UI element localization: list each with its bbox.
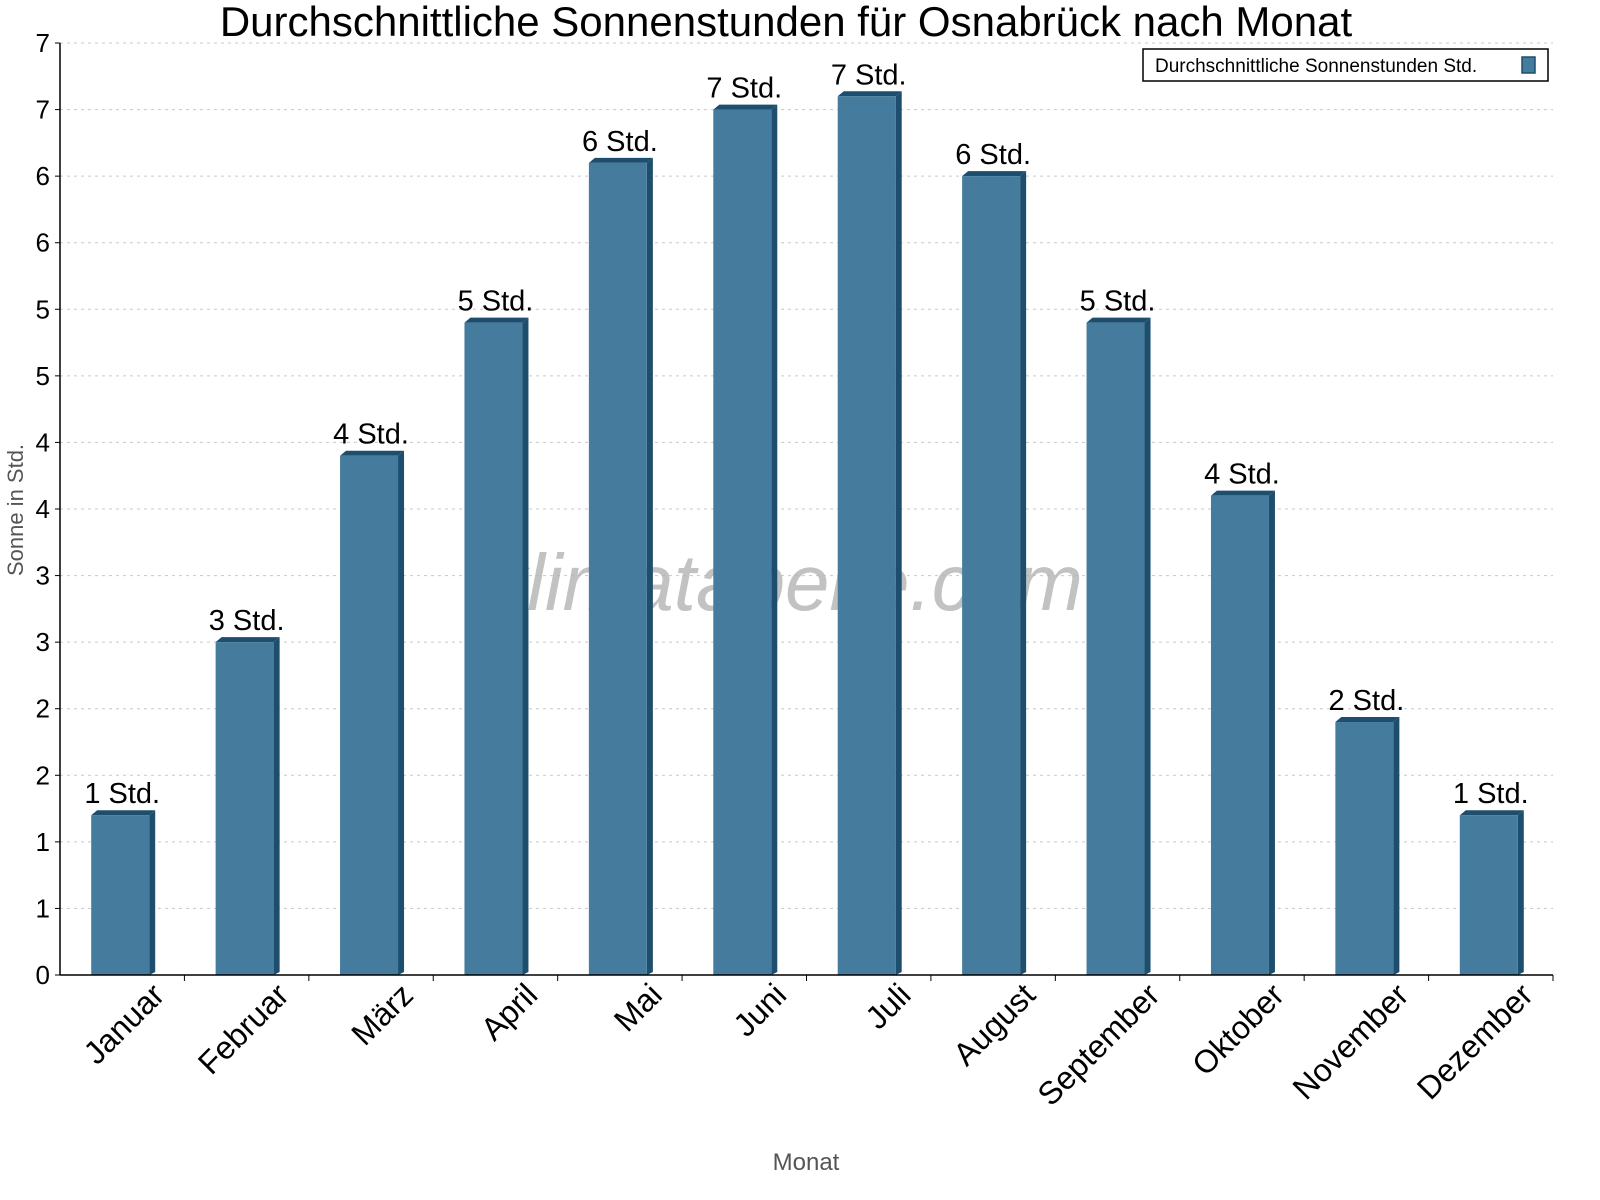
grid	[60, 42, 1553, 909]
bars: 1 Std. 3 Std. 4 Std. 5 Std. 6 Std. 7 Std. 7 St…	[84, 59, 1529, 976]
x-axis-label: Monat	[773, 1149, 840, 1176]
bar-side	[1517, 810, 1524, 975]
data-label: 3 Std.	[209, 605, 285, 637]
x-tick-label: November	[1285, 976, 1415, 1106]
data-label: 6 Std.	[582, 126, 658, 158]
bar	[1086, 322, 1145, 976]
bar-top	[962, 171, 1027, 177]
bar-top	[1086, 317, 1151, 323]
x-tick-label: April	[474, 976, 545, 1047]
x-tick-label: März	[344, 976, 420, 1052]
bar-side	[1268, 490, 1275, 975]
y-axis-label: Sonne in Std.	[3, 444, 28, 576]
y-tick-label: 7	[36, 28, 50, 58]
bar-top	[464, 317, 529, 323]
bar-side	[398, 450, 405, 975]
bar	[588, 162, 647, 976]
bar-top	[588, 157, 653, 163]
legend: Durchschnittliche Sonnenstunden Std.	[1142, 48, 1549, 82]
x-tick-label: Juni	[726, 976, 793, 1043]
y-tick-label: 4	[36, 427, 50, 457]
y-tick-label: 3	[36, 627, 50, 657]
bar	[91, 815, 150, 975]
bar	[340, 455, 399, 975]
bar	[962, 176, 1021, 976]
bar-top	[91, 810, 156, 816]
legend-label: Durchschnittliche Sonnenstunden Std.	[1155, 56, 1477, 77]
bar-top	[1335, 717, 1400, 723]
bar-side	[895, 91, 902, 975]
bar-side	[1393, 717, 1400, 975]
y-tick-label: 1	[36, 827, 50, 857]
y-tick-label: 7	[36, 95, 50, 125]
data-label: 4 Std.	[1204, 459, 1280, 491]
x-tick-label: Februar	[191, 976, 296, 1081]
x-tick-label: Oktober	[1185, 976, 1291, 1082]
bar-top	[713, 104, 778, 110]
data-label: 1 Std.	[84, 778, 160, 810]
data-label: 7 Std.	[831, 59, 907, 91]
data-label: 2 Std.	[1328, 685, 1404, 717]
y-tick-label: 0	[36, 960, 50, 990]
y-tick-label: 2	[36, 694, 50, 724]
x-tick-label: Juli	[858, 976, 917, 1035]
chart-title: Durchschnittliche Sonnenstunden für Osna…	[220, 0, 1353, 45]
bar-side	[771, 104, 778, 976]
data-label: 6 Std.	[955, 139, 1031, 171]
bar-side	[646, 157, 653, 976]
x-tick-label: Mai	[607, 976, 669, 1038]
bar-side	[1020, 171, 1027, 976]
data-label: 4 Std.	[333, 419, 409, 451]
x-tick-label: September	[1030, 976, 1166, 1112]
bar-side	[522, 317, 529, 976]
bar-top	[1459, 810, 1524, 816]
y-tick-label: 6	[36, 228, 50, 258]
data-label: 1 Std.	[1453, 778, 1529, 810]
bar	[1459, 815, 1518, 975]
y-tick-label: 4	[36, 494, 50, 524]
bar-top	[340, 450, 405, 456]
y-tick-label: 6	[36, 161, 50, 191]
legend-swatch	[1521, 56, 1536, 74]
bar-side	[1144, 317, 1151, 976]
bar-top	[1210, 490, 1275, 496]
y-tick-label: 3	[36, 561, 50, 591]
data-label: 5 Std.	[458, 286, 534, 318]
data-label: 5 Std.	[1080, 286, 1156, 318]
bar	[215, 642, 274, 975]
y-tick-label: 2	[36, 760, 50, 790]
bar-top	[215, 637, 280, 643]
bar-side	[273, 637, 280, 975]
y-tick-label: 1	[36, 893, 50, 923]
bar	[837, 96, 896, 975]
y-tick-label: 5	[36, 361, 50, 391]
bar-side	[149, 810, 156, 975]
x-tick-label: Januar	[77, 976, 172, 1071]
bar	[464, 322, 523, 976]
y-tick-label: 5	[36, 294, 50, 324]
data-label: 7 Std.	[706, 73, 782, 105]
x-tick-label: August	[946, 976, 1042, 1072]
bar	[713, 109, 772, 976]
bar	[1335, 722, 1394, 975]
x-tick-label: Dezember	[1410, 976, 1540, 1106]
bar	[1210, 495, 1269, 975]
bar-top	[837, 91, 902, 97]
